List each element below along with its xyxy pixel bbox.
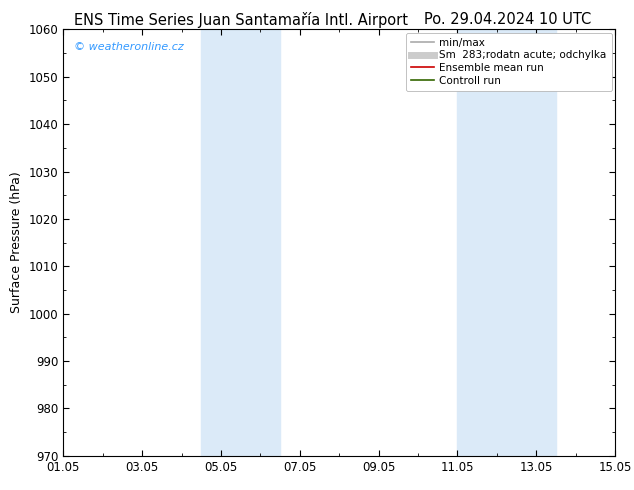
Text: Po. 29.04.2024 10 UTC: Po. 29.04.2024 10 UTC <box>424 12 591 27</box>
Text: ENS Time Series Juan Santamařía Intl. Airport: ENS Time Series Juan Santamařía Intl. Ai… <box>74 12 408 28</box>
Bar <box>202 29 280 456</box>
Text: © weatheronline.cz: © weatheronline.cz <box>74 42 184 52</box>
Legend: min/max, Sm  283;rodatn acute; odchylka, Ensemble mean run, Controll run: min/max, Sm 283;rodatn acute; odchylka, … <box>406 32 612 91</box>
Y-axis label: Surface Pressure (hPa): Surface Pressure (hPa) <box>10 172 23 314</box>
Bar <box>457 29 556 456</box>
